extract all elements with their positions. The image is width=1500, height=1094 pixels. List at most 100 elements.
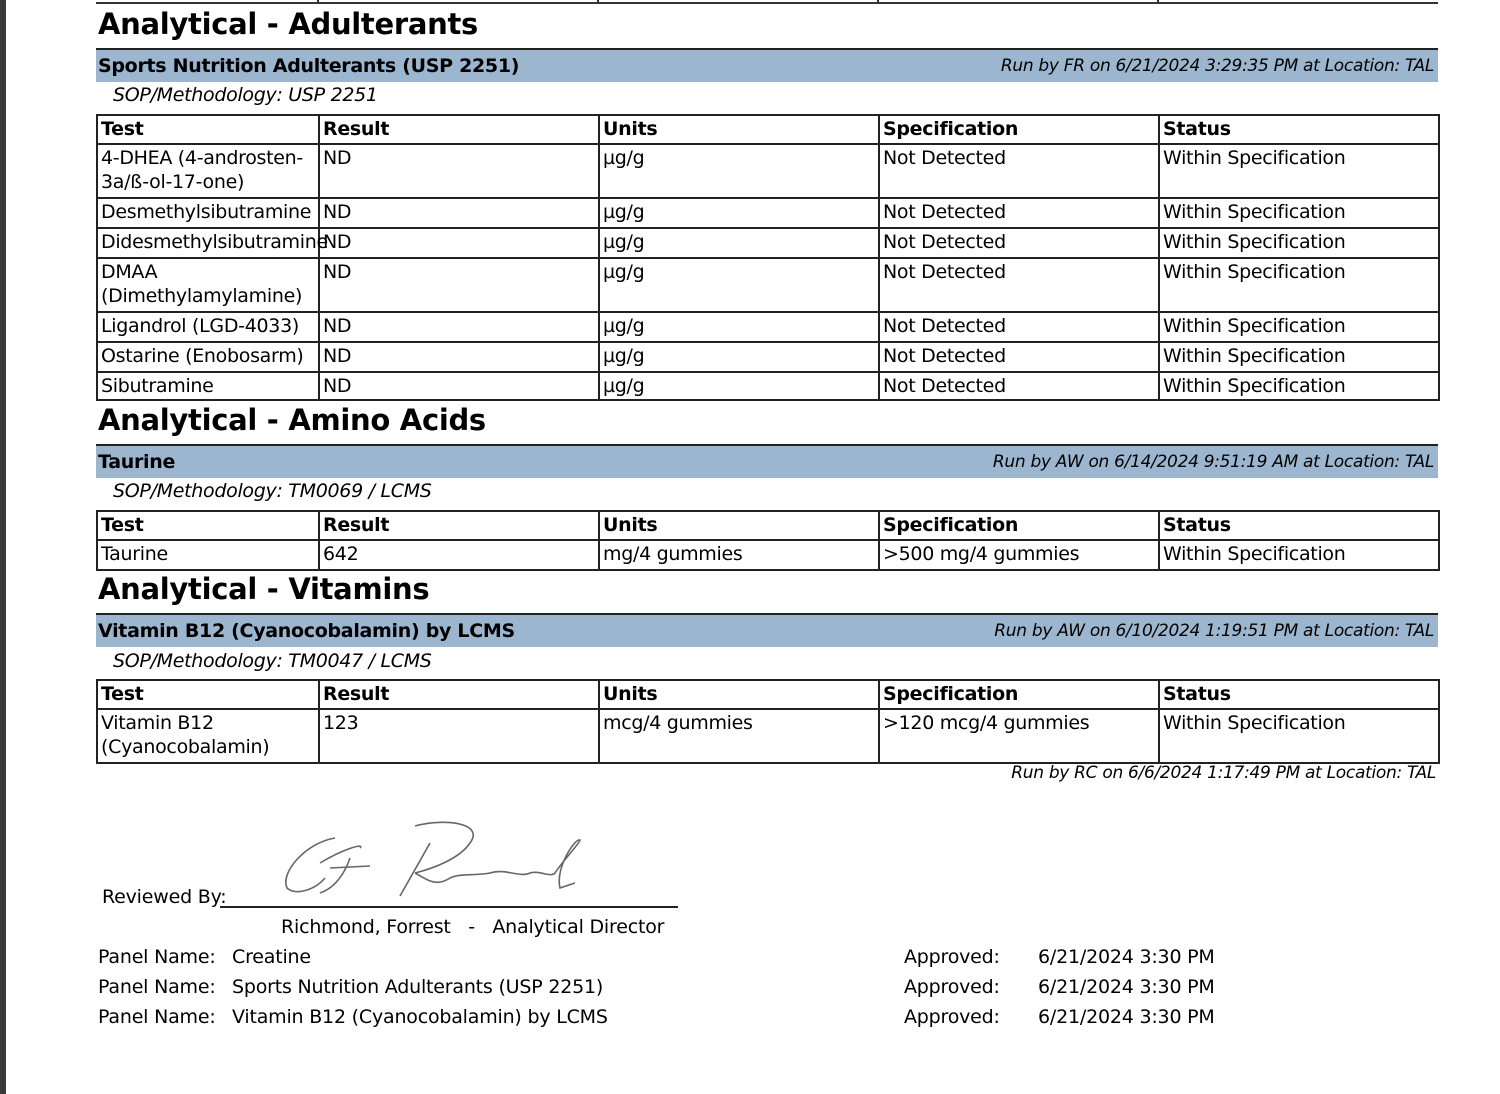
column-header: Test	[96, 114, 320, 145]
table-cell: Ligandrol (LGD-4033)	[96, 311, 320, 343]
table-cell: ND	[318, 311, 600, 343]
table-cell: >500 mg/4 gummies	[878, 539, 1160, 571]
reviewer-name: Richmond, Forrest - Analytical Director	[281, 916, 665, 938]
table-cell: ND	[318, 257, 600, 313]
table-cell: 123	[318, 708, 600, 764]
table-row: 4-DHEA (4-androsten-3a/ß-ol-17-one) ND µg/…	[96, 143, 1440, 199]
table-cell: µg/g	[598, 257, 880, 313]
run-info: Run by AW on 6/10/2024 1:19:51 PM at Loc…	[994, 621, 1434, 641]
table-cell: Within Specification	[1158, 341, 1440, 373]
column-header: Result	[318, 114, 600, 145]
section-title: Analytical - Vitamins	[98, 572, 430, 606]
table-cell: µg/g	[598, 227, 880, 259]
table-row: Taurine 642 mg/4 gummies >500 mg/4 gummies W…	[96, 539, 1440, 571]
table-row: Sibutramine ND µg/g Not Detected Within Spec…	[96, 371, 1440, 401]
table-cell: µg/g	[598, 197, 880, 229]
run-info: Run by FR on 6/21/2024 3:29:35 PM at Loc…	[1000, 56, 1434, 76]
table-cell: Not Detected	[878, 257, 1160, 313]
table-cell: Not Detected	[878, 227, 1160, 259]
previous-table-bottom	[96, 0, 1438, 4]
results-table: Test Result Units Specification Status Vitam…	[96, 679, 1440, 764]
table-cell: Within Specification	[1158, 311, 1440, 343]
table-cell: µg/g	[598, 311, 880, 343]
signature-image	[285, 821, 581, 897]
signature-line	[220, 906, 678, 908]
table-cell: Within Specification	[1158, 539, 1440, 571]
panel-name: Vitamin B12 (Cyanocobalamin) by LCMS	[98, 620, 515, 642]
table-cell: Within Specification	[1158, 371, 1440, 401]
table-header-row: Test Result Units Specification Status	[96, 510, 1440, 541]
approval-panel-name: Creatine	[232, 946, 311, 968]
table-cell: Taurine	[96, 539, 320, 571]
table-cell: Sibutramine	[96, 371, 320, 401]
table-cell: Not Detected	[878, 197, 1160, 229]
column-header: Test	[96, 510, 320, 541]
approved-date: 6/21/2024 3:30 PM	[1038, 976, 1215, 998]
column-header: Status	[1158, 114, 1440, 145]
table-row: Didesmethylsibutramine ND µg/g Not Detected…	[96, 227, 1440, 259]
sop-methodology: SOP/Methodology: USP 2251	[113, 84, 378, 106]
results-table: Test Result Units Specification Status Tauri…	[96, 510, 1440, 571]
table-cell: ND	[318, 197, 600, 229]
approval-panel-name: Sports Nutrition Adulterants (USP 2251)	[232, 976, 604, 998]
table-cell: µg/g	[598, 341, 880, 373]
column-header: Units	[598, 114, 880, 145]
table-row: Ostarine (Enobosarm) ND µg/g Not Detected Wi…	[96, 341, 1440, 373]
table-cell: Ostarine (Enobosarm)	[96, 341, 320, 373]
run-info-rc: Run by RC on 6/6/2024 1:17:49 PM at Loca…	[1011, 763, 1436, 783]
column-header: Specification	[878, 510, 1160, 541]
column-header: Status	[1158, 679, 1440, 710]
table-cell: ND	[318, 371, 600, 401]
panel-header-band: Vitamin B12 (Cyanocobalamin) by LCMS Run…	[96, 613, 1438, 647]
table-row: Vitamin B12 (Cyanocobalamin) 123 mcg/4 gum…	[96, 708, 1440, 764]
approved-label: Approved:	[904, 1006, 1000, 1028]
table-cell: ND	[318, 341, 600, 373]
table-row: Desmethylsibutramine ND µg/g Not Detected Wi…	[96, 197, 1440, 229]
sop-methodology: SOP/Methodology: TM0047 / LCMS	[113, 650, 432, 672]
approved-label: Approved:	[904, 946, 1000, 968]
table-cell: >120 mcg/4 gummies	[878, 708, 1160, 764]
table-cell: mcg/4 gummies	[598, 708, 880, 764]
approval-panel-name: Vitamin B12 (Cyanocobalamin) by LCMS	[232, 1006, 608, 1028]
column-header: Specification	[878, 114, 1160, 145]
panel-name-label: Panel Name:	[98, 976, 216, 998]
table-cell: mg/4 gummies	[598, 539, 880, 571]
table-cell: µg/g	[598, 371, 880, 401]
table-cell: Not Detected	[878, 341, 1160, 373]
table-cell: Desmethylsibutramine	[96, 197, 320, 229]
section-title: Analytical - Adulterants	[98, 7, 478, 41]
table-cell: Didesmethylsibutramine	[96, 227, 328, 259]
table-cell: ND	[318, 143, 600, 199]
table-cell: Vitamin B12 (Cyanocobalamin)	[96, 708, 320, 764]
column-header: Test	[96, 679, 320, 710]
reviewed-by-label: Reviewed By:	[102, 886, 227, 908]
panel-name-label: Panel Name:	[98, 1006, 216, 1028]
run-info: Run by AW on 6/14/2024 9:51:19 AM at Loc…	[992, 452, 1434, 472]
table-cell: Within Specification	[1158, 257, 1440, 313]
column-header: Units	[598, 510, 880, 541]
column-header: Result	[318, 679, 600, 710]
sop-methodology: SOP/Methodology: TM0069 / LCMS	[113, 480, 432, 502]
table-cell: µg/g	[598, 143, 880, 199]
table-cell: Not Detected	[878, 371, 1160, 401]
approved-date: 6/21/2024 3:30 PM	[1038, 946, 1215, 968]
table-cell: DMAA (Dimethylamylamine)	[96, 257, 320, 313]
table-header-row: Test Result Units Specification Status	[96, 679, 1440, 710]
table-cell: Within Specification	[1158, 143, 1440, 199]
results-table: Test Result Units Specification Status 4-DHE…	[96, 114, 1440, 401]
panel-header-band: Sports Nutrition Adulterants (USP 2251) …	[96, 48, 1438, 82]
table-cell: Not Detected	[878, 311, 1160, 343]
column-header: Specification	[878, 679, 1160, 710]
panel-name-label: Panel Name:	[98, 946, 216, 968]
section-title: Analytical - Amino Acids	[98, 403, 486, 437]
table-cell: Not Detected	[878, 143, 1160, 199]
table-cell: Within Specification	[1158, 227, 1440, 259]
table-cell: 642	[318, 539, 600, 571]
column-header: Status	[1158, 510, 1440, 541]
table-row: Ligandrol (LGD-4033) ND µg/g Not Detected Wi…	[96, 311, 1440, 343]
column-header: Units	[598, 679, 880, 710]
approved-date: 6/21/2024 3:30 PM	[1038, 1006, 1215, 1028]
table-cell: Within Specification	[1158, 708, 1440, 764]
table-cell: 4-DHEA (4-androsten-3a/ß-ol-17-one)	[96, 143, 320, 199]
table-header-row: Test Result Units Specification Status	[96, 114, 1440, 145]
